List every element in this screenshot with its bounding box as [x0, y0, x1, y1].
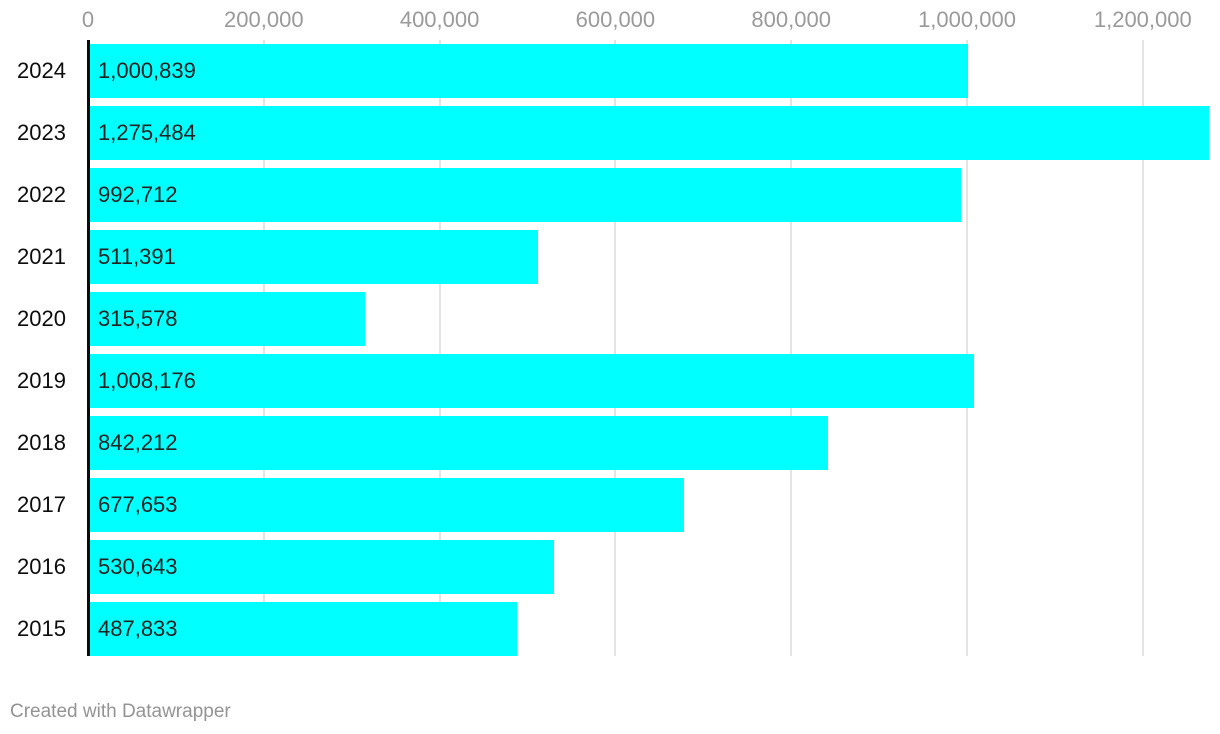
bar: 511,391: [90, 230, 538, 284]
bar: 530,643: [90, 540, 554, 594]
x-tick-label: 800,000: [751, 7, 831, 32]
x-tick-label: 200,000: [224, 7, 304, 32]
x-tick-label: 1,000,000: [918, 7, 1016, 32]
gridline: [1142, 40, 1144, 656]
gridline: [614, 40, 616, 656]
bar-value-label: 842,212: [98, 430, 178, 455]
bar: 677,653: [90, 478, 684, 532]
x-tick-label: 1,200,000: [1093, 7, 1192, 32]
category-label: 2018: [17, 430, 66, 455]
bar-value-label: 530,643: [98, 554, 178, 579]
bar: 1,000,839: [90, 44, 968, 98]
category-label: 2020: [17, 306, 66, 331]
bar: 842,212: [90, 416, 828, 470]
gridline: [966, 40, 968, 656]
footer: Created with Datawrapper: [10, 700, 231, 724]
gridline: [263, 40, 265, 656]
x-tick-label: 600,000: [575, 7, 656, 32]
bar-value-label: 1,008,176: [98, 368, 196, 393]
bar-value-label: 487,833: [98, 616, 178, 641]
x-tick-label: 400,000: [399, 7, 480, 32]
gridline: [439, 40, 441, 656]
category-label: 2022: [17, 182, 66, 207]
bar-value-label: 315,578: [98, 306, 178, 331]
category-label: 2024: [17, 58, 66, 83]
bar-value-label: 992,712: [98, 182, 178, 207]
bar-value-label: 1,275,484: [98, 120, 196, 145]
bar-value-label: 511,391: [98, 244, 176, 269]
category-label: 2015: [17, 616, 66, 641]
bar: 1,275,484: [90, 106, 1209, 160]
bar: 1,008,176: [90, 354, 974, 408]
category-label: 2019: [17, 368, 66, 393]
gridline: [790, 40, 792, 656]
bar: 315,578: [90, 292, 365, 346]
x-tick-label: 0: [81, 7, 95, 32]
category-label: 2017: [17, 492, 66, 517]
bar-value-label: 677,653: [98, 492, 178, 517]
bar: 487,833: [90, 602, 517, 656]
bar-value-label: 1,000,839: [98, 58, 196, 83]
datawrapper-credit-link[interactable]: Created with Datawrapper: [10, 701, 231, 722]
category-label: 2021: [17, 244, 66, 269]
bar: 992,712: [90, 168, 961, 222]
y-axis-line: [87, 40, 90, 656]
category-label: 2023: [17, 120, 66, 145]
category-label: 2016: [17, 554, 66, 579]
